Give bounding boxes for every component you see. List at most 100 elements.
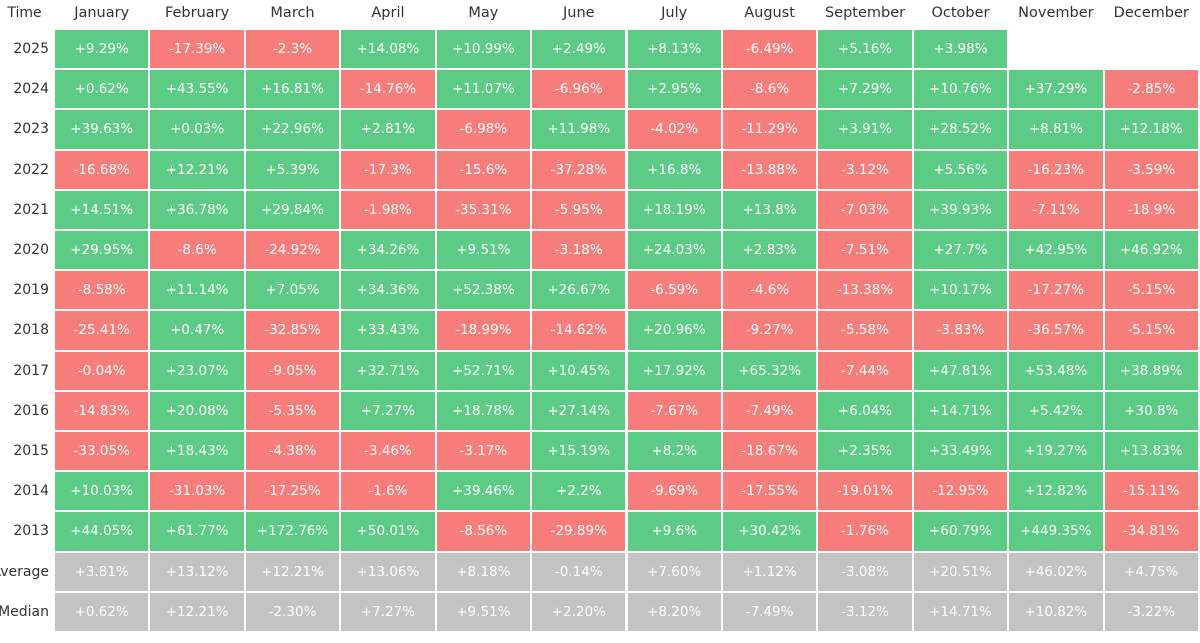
return-cell: -5.15% — [1104, 271, 1198, 310]
return-cell: -3.59% — [1104, 150, 1198, 189]
return-cell: -0.14% — [532, 552, 626, 591]
return-cell: +10.45% — [532, 351, 626, 390]
return-cell: -17.27% — [1009, 271, 1103, 310]
return-cell: +14.08% — [341, 30, 435, 69]
return-cell: +34.36% — [341, 271, 435, 310]
return-cell: -16.23% — [1009, 150, 1103, 189]
return-cell: -19.01% — [818, 472, 912, 511]
return-cell: +0.62% — [55, 592, 149, 631]
return-cell: +30.42% — [722, 512, 817, 551]
return-cell: +27.7% — [913, 231, 1008, 270]
return-cell: +52.38% — [436, 271, 531, 310]
month-header: April — [371, 5, 405, 21]
return-cell: -8.6% — [150, 231, 244, 270]
return-cell: +10.17% — [913, 271, 1008, 310]
month-header: February — [164, 5, 230, 21]
return-cell: +19.27% — [1009, 432, 1103, 471]
return-cell: +9.6% — [627, 512, 721, 551]
month-header: May — [468, 5, 499, 21]
return-cell: +15.19% — [532, 432, 626, 471]
return-cell: +12.18% — [1104, 110, 1198, 149]
return-cell: -5.15% — [1104, 311, 1198, 350]
return-cell: +1.12% — [722, 552, 817, 591]
return-cell: +5.39% — [245, 150, 340, 189]
return-cell: -6.49% — [722, 30, 817, 69]
return-cell: +9.29% — [55, 30, 149, 69]
return-cell: +3.98% — [913, 30, 1008, 69]
return-cell: +22.96% — [245, 110, 340, 149]
return-cell: -0.04% — [55, 351, 149, 390]
return-cell: +43.55% — [150, 70, 244, 109]
return-cell: +18.43% — [150, 432, 244, 471]
return-cell: +8.20% — [627, 592, 721, 631]
return-cell: -37.28% — [532, 150, 626, 189]
return-cell: +10.76% — [913, 70, 1008, 109]
return-cell: +36.78% — [150, 190, 244, 229]
return-cell: -15.11% — [1104, 472, 1198, 511]
return-cell: -24.92% — [245, 231, 340, 270]
return-cell: -2.85% — [1104, 70, 1198, 109]
return-cell: -7.49% — [722, 391, 817, 430]
return-cell: -8.58% — [55, 271, 149, 310]
return-cell: -35.31% — [436, 190, 531, 229]
return-cell: -5.58% — [818, 311, 912, 350]
row-label: 2020 — [13, 242, 49, 259]
header-label: Time — [7, 5, 42, 21]
return-cell: +14.71% — [913, 592, 1008, 631]
return-cell: -18.67% — [722, 432, 817, 471]
return-cell: +13.8% — [722, 190, 817, 229]
return-cell: +26.67% — [532, 271, 626, 310]
return-cell: -2.30% — [245, 592, 340, 631]
return-cell: +46.92% — [1104, 231, 1198, 270]
return-cell: +37.29% — [1009, 70, 1103, 109]
row-label: 2016 — [13, 402, 49, 419]
return-cell: -25.41% — [55, 311, 149, 350]
return-cell: -14.83% — [55, 391, 149, 430]
return-cell: +60.79% — [913, 512, 1008, 551]
return-cell: +2.2% — [532, 472, 626, 511]
return-cell: -4.38% — [245, 432, 340, 471]
return-cell: +38.89% — [1104, 351, 1198, 390]
return-cell: +14.51% — [55, 190, 149, 229]
return-cell: -3.12% — [818, 592, 912, 631]
return-cell: +29.84% — [245, 190, 340, 229]
return-cell: +16.81% — [245, 70, 340, 109]
return-cell: +6.04% — [818, 391, 912, 430]
return-cell: -6.96% — [532, 70, 626, 109]
return-cell: -34.81% — [1104, 512, 1198, 551]
row-label: 2021 — [13, 201, 49, 218]
return-cell: +14.71% — [913, 391, 1008, 430]
return-cell: +53.48% — [1009, 351, 1103, 390]
return-cell: +46.02% — [1009, 552, 1103, 591]
return-cell: +10.99% — [436, 30, 531, 69]
row-label: 2015 — [13, 443, 49, 460]
return-cell: +3.91% — [818, 110, 912, 149]
return-cell: +4.75% — [1104, 552, 1198, 591]
month-header: June — [562, 5, 595, 21]
return-cell: -5.35% — [245, 391, 340, 430]
return-cell: -2.3% — [245, 30, 340, 69]
return-cell: -3.12% — [818, 150, 912, 189]
return-cell: -16.68% — [55, 150, 149, 189]
return-cell: +7.60% — [627, 552, 721, 591]
return-cell: -14.76% — [341, 70, 435, 109]
return-cell: +449.35% — [1009, 512, 1103, 551]
row-label: 2022 — [13, 161, 49, 178]
return-cell: +3.81% — [55, 552, 149, 591]
return-cell: -6.59% — [627, 271, 721, 310]
return-cell: +13.06% — [341, 552, 435, 591]
return-cell: -8.56% — [436, 512, 531, 551]
return-cell: +0.62% — [55, 70, 149, 109]
return-cell: +16.8% — [627, 150, 721, 189]
row-label: 2023 — [13, 121, 49, 138]
return-cell: -29.89% — [532, 512, 626, 551]
return-cell: +8.81% — [1009, 110, 1103, 149]
return-cell: +39.46% — [436, 472, 531, 511]
return-cell: +39.93% — [913, 190, 1008, 229]
row-label: 2025 — [13, 41, 49, 58]
return-cell: -4.6% — [722, 271, 817, 310]
return-cell: -7.03% — [818, 190, 912, 229]
return-cell: +42.95% — [1009, 231, 1103, 270]
return-cell: -36.57% — [1009, 311, 1103, 350]
